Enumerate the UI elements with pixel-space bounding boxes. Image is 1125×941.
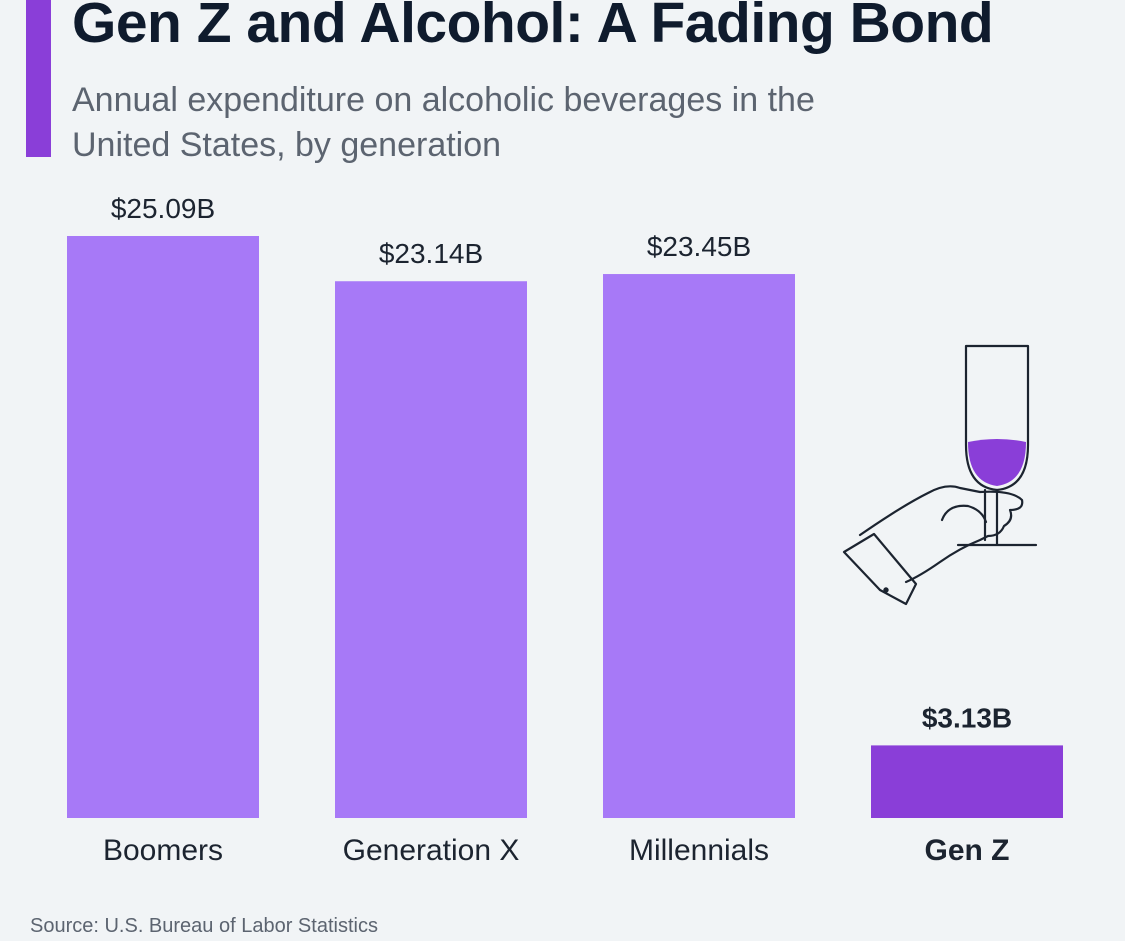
bar-boomers [67,236,259,818]
category-labels-group: Boomers Generation X Millennials Gen Z [103,834,1010,867]
value-labels-group: $25.09B $23.14B $23.45B $3.13B [111,193,1012,733]
value-label-generation-x: $23.14B [379,238,483,269]
bars-group [67,236,1063,818]
chart-subtitle: Annual expenditure on alcoholic beverage… [72,81,815,164]
value-label-millennials: $23.45B [647,231,751,262]
bar-millennials [603,274,795,818]
category-label-generation-x: Generation X [343,834,520,867]
title-accent-bar [26,0,51,157]
hand-holding-wine-glass-icon [842,344,1038,606]
bar-gen-z [871,745,1063,818]
category-label-gen-z: Gen Z [924,834,1009,867]
category-label-boomers: Boomers [103,834,223,867]
value-label-boomers: $25.09B [111,193,215,224]
source-note: Source: U.S. Bureau of Labor Statistics [30,915,378,937]
chart-title: Gen Z and Alcohol: A Fading Bond [72,0,994,55]
category-label-millennials: Millennials [629,834,769,867]
bar-generation-x [335,281,527,818]
value-label-gen-z: $3.13B [922,702,1012,733]
